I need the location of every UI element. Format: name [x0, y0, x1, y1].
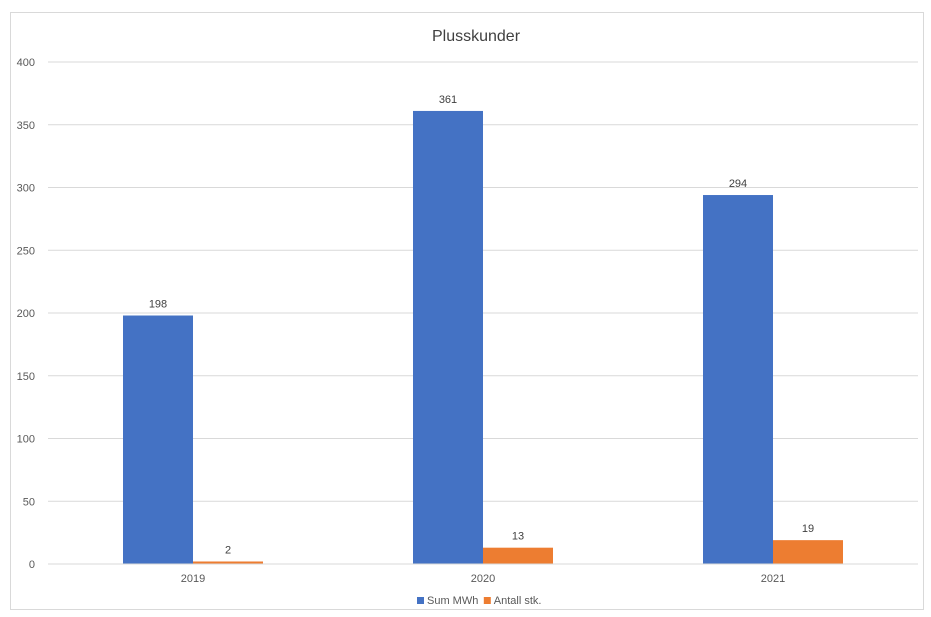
y-tick-label: 0	[29, 559, 35, 571]
y-tick-label: 100	[17, 434, 35, 446]
data-label: 2	[225, 544, 231, 556]
legend-swatch	[483, 597, 491, 604]
y-tick-label: 50	[23, 496, 35, 508]
bar-antall-stk--2019	[193, 561, 263, 564]
y-tick-label: 400	[17, 57, 35, 69]
data-label: 198	[149, 299, 167, 311]
y-axis-ticks: 0 50 100 150 200 250 300 350 400	[17, 57, 35, 571]
bar-sum-mwh-2019	[123, 315, 193, 564]
legend-swatch	[417, 597, 424, 604]
x-tick-label: 2020	[471, 573, 495, 585]
bars: 198 2 361 13 294 19	[123, 94, 843, 564]
legend-label: Antall stk.	[494, 595, 542, 607]
y-tick-label: 300	[17, 183, 35, 195]
chart-title: Plusskunder	[432, 28, 521, 45]
data-label: 19	[802, 523, 814, 535]
data-label: 13	[512, 531, 524, 543]
y-tick-label: 350	[17, 120, 35, 132]
legend-label: Sum MWh	[427, 595, 478, 607]
x-axis-ticks: 2019 2020 2021	[181, 573, 785, 585]
y-tick-label: 250	[17, 245, 35, 257]
x-tick-label: 2021	[761, 573, 785, 585]
data-label: 294	[729, 178, 747, 190]
y-tick-label: 200	[17, 308, 35, 320]
x-tick-label: 2019	[181, 573, 205, 585]
bar-sum-mwh-2021	[703, 195, 773, 564]
y-tick-label: 150	[17, 371, 35, 383]
bar-antall-stk--2021	[773, 540, 843, 564]
data-label: 361	[439, 94, 457, 106]
bar-sum-mwh-2020	[413, 110, 483, 564]
legend: Sum MWh Antall stk.	[417, 595, 541, 607]
bar-antall-stk--2020	[483, 547, 553, 564]
